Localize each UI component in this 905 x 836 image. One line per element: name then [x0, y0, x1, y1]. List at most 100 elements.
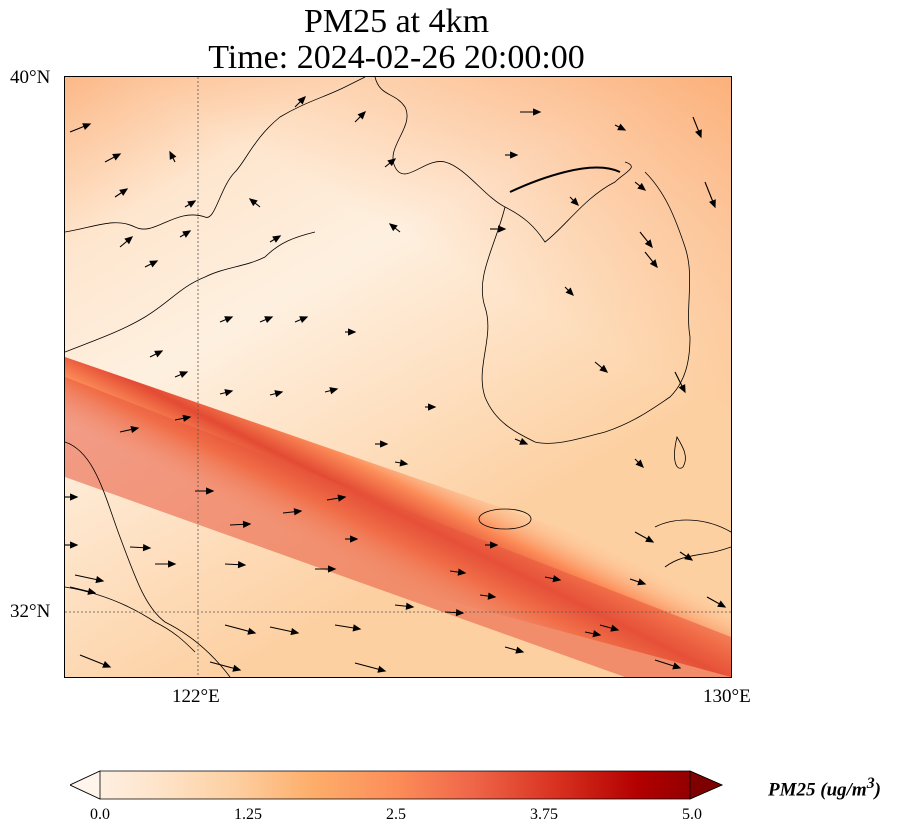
- lon-tick-122e: 122°E: [172, 686, 220, 707]
- colorbar-tick-1: 1.25: [234, 806, 262, 823]
- wind-vector-head: [388, 223, 398, 232]
- wind-vector-head: [649, 259, 658, 269]
- wind-vector-head: [290, 627, 300, 636]
- colorbar-label-main: PM25 (ug/m: [768, 779, 867, 801]
- wind-vector-head: [637, 182, 647, 191]
- wind-vector-head: [380, 440, 389, 448]
- jeju-island: [478, 508, 532, 530]
- coastline-yalu: [509, 166, 621, 193]
- wind-vector-head: [329, 387, 339, 395]
- map-plot-area: [65, 77, 731, 677]
- wind-vector-head: [242, 520, 252, 528]
- wind-vector-head: [348, 328, 357, 336]
- map-svg: [65, 77, 731, 677]
- map-title-line1: PM25 at 4km: [303, 3, 490, 40]
- wind-vector-head: [599, 364, 609, 373]
- wind-vector-head: [490, 541, 499, 549]
- lon-tick-130e: 130°E: [703, 686, 751, 707]
- wind-vector-head: [617, 123, 627, 131]
- wind-vector-head: [87, 587, 97, 595]
- wind-vector-head: [102, 661, 112, 668]
- wind-vector-head: [328, 565, 337, 573]
- wind-vector-head: [498, 225, 507, 233]
- wind-vector-head: [154, 350, 164, 358]
- wind-vector-head: [112, 153, 122, 161]
- wind-vector-head: [70, 541, 79, 549]
- wind-vector-head: [232, 664, 242, 672]
- wind-vector-head: [399, 459, 409, 467]
- colorbar: [70, 770, 723, 800]
- wind-vector-head: [570, 197, 579, 206]
- map-title-line2: Time: 2024-02-26 20:00:00: [208, 39, 585, 76]
- colorbar-tick-4: 5.0: [682, 806, 702, 823]
- lat-tick-32n: 32°N: [10, 601, 51, 622]
- colorbar-tick-2: 2.5: [386, 806, 406, 823]
- wind-vector-head: [457, 568, 467, 576]
- wind-vector-head: [337, 494, 347, 502]
- wind-vector-head: [237, 561, 247, 569]
- wind-vector-head: [519, 437, 529, 445]
- wind-vector-head: [142, 544, 152, 552]
- wind-vector-head: [247, 627, 257, 635]
- wind-vector-head: [672, 662, 682, 670]
- wind-vector-head: [645, 535, 655, 543]
- wind-vector-head: [224, 316, 234, 324]
- wind-vector-head: [299, 316, 309, 324]
- wind-vector-head: [515, 646, 525, 654]
- wind-vector-head: [644, 239, 653, 249]
- coastline-kyushu: [654, 519, 731, 568]
- wind-vector-head: [149, 260, 159, 268]
- wind-vector-head: [455, 608, 465, 617]
- wind-vector-head: [95, 575, 105, 584]
- wind-vector-head: [717, 600, 727, 608]
- wind-vector-head: [293, 508, 303, 516]
- wind-vector-head: [695, 129, 702, 139]
- wind-vector-head: [552, 575, 562, 583]
- wind-vector-head: [274, 390, 284, 398]
- colorbar-tick-3: 3.75: [530, 806, 558, 823]
- coastline-liaodong: [65, 77, 366, 233]
- wind-vector-head: [248, 198, 258, 207]
- colorbar-label-superscript: 3: [866, 775, 875, 792]
- coastline-shandong: [65, 231, 316, 353]
- wind-vector-head: [487, 592, 497, 600]
- wind-vector-head: [224, 389, 234, 397]
- colorbar-extend-max: [689, 770, 723, 800]
- wind-vector-head: [610, 624, 620, 632]
- wind-vector-head: [637, 578, 647, 586]
- wind-vector-head: [70, 493, 79, 501]
- pm25-plume-core: [65, 377, 731, 677]
- wind-vector-head: [684, 553, 694, 561]
- wind-vector-head: [124, 236, 134, 245]
- wind-vector-head: [533, 108, 542, 116]
- wind-vector-head: [350, 535, 359, 543]
- colorbar-tick-0: 0.0: [90, 806, 110, 823]
- wind-vector-head: [187, 200, 197, 208]
- wind-vector-head: [387, 158, 397, 167]
- colorbar-label-end: ): [874, 779, 881, 801]
- wind-vector-head: [206, 487, 215, 495]
- wind-vector-head: [635, 459, 644, 468]
- wind-vector-head: [169, 150, 177, 160]
- colorbar-label: PM25 (ug/m3): [768, 775, 881, 801]
- wind-vector-head: [119, 188, 129, 196]
- wind-vector-head: [428, 403, 437, 411]
- wind-vector-head: [168, 560, 177, 568]
- wind-vector-head: [377, 665, 387, 673]
- colorbar-bar: [70, 770, 723, 800]
- wind-vector-head: [565, 287, 574, 296]
- wind-vector-head: [264, 316, 274, 324]
- coastline-jiangsu: [65, 441, 231, 677]
- wind-vector-head: [182, 414, 192, 422]
- wind-vector-head: [179, 371, 189, 379]
- wind-vector-head: [592, 630, 602, 638]
- wind-vector-head: [182, 230, 192, 238]
- wind-vector-head: [405, 602, 415, 610]
- coastline-korea-north: [374, 77, 632, 243]
- wind-vector-head: [297, 96, 306, 105]
- wind-vector-head: [352, 624, 362, 632]
- colorbar-extend-min: [70, 770, 101, 800]
- coastline-korea-south: [481, 171, 691, 444]
- wind-vector-head: [678, 384, 686, 394]
- wind-vector-head: [709, 199, 716, 209]
